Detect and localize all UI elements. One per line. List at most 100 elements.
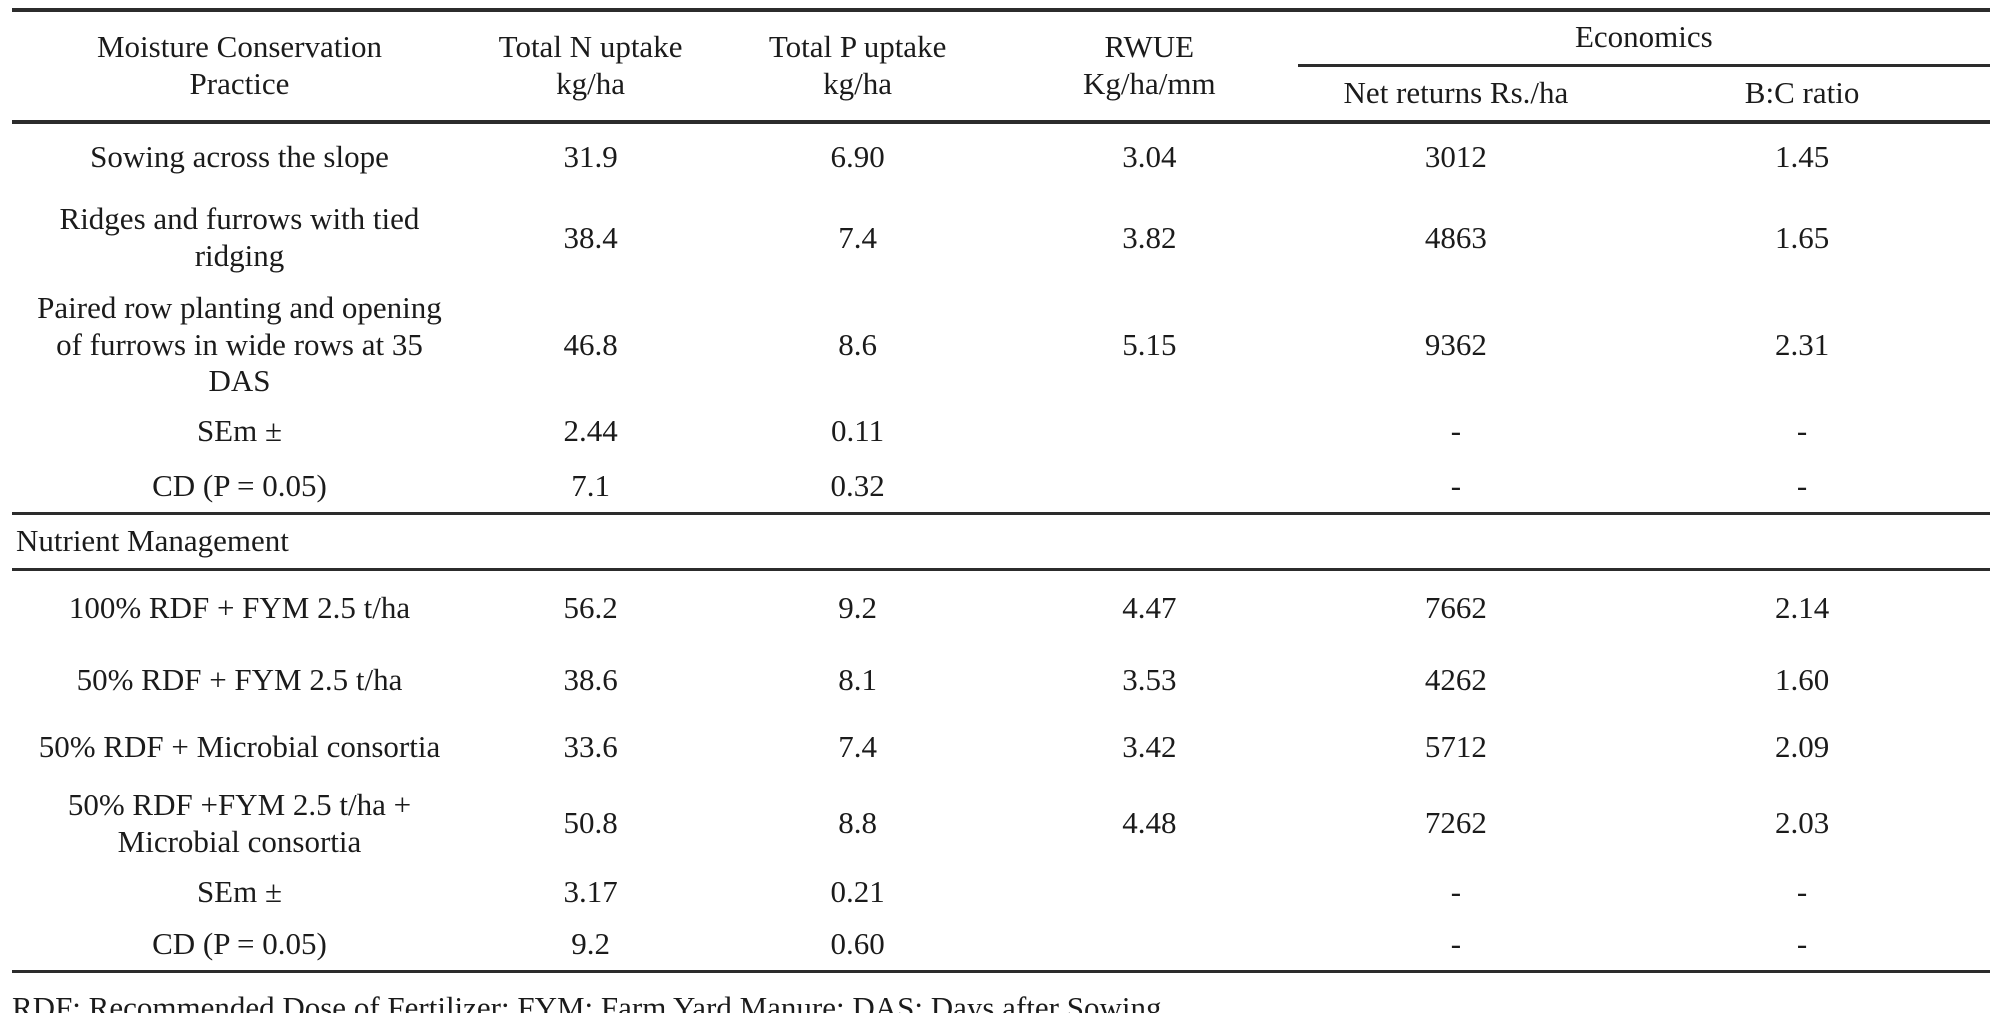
cell-p-uptake: 7.4 [838,219,877,255]
col-header-rwue-line1: RWUE [1104,29,1195,65]
table-row: 50% RDF + FYM 2.5 t/ha 38.6 8.1 3.53 426… [12,646,1990,716]
table-row: SEm ± 2.44 0.11 - - [12,404,1990,460]
cell-rwue [1001,868,1298,918]
cell-p-uptake: 0.21 [830,874,885,910]
table-row: 100% RDF + FYM 2.5 t/ha 56.2 9.2 4.47 76… [12,570,1990,646]
cell-bc-ratio: - [1796,874,1808,910]
cell-net-returns: 4262 [1424,662,1487,698]
cell-practice: SEm ± [196,874,282,910]
cell-bc-ratio: 2.14 [1774,590,1830,626]
cell-bc-ratio: 2.09 [1774,729,1830,765]
col-header-p-uptake: Total P uptake kg/ha [714,10,1001,122]
cell-net-returns: 7662 [1424,590,1487,626]
cell-bc-ratio: 1.60 [1774,662,1830,698]
cell-n-uptake: 56.2 [563,590,618,626]
table-row: Sowing across the slope 31.9 6.90 3.04 3… [12,122,1990,190]
cell-p-uptake: 9.2 [838,590,877,626]
cell-p-uptake: 0.32 [830,467,885,503]
cell-net-returns: 9362 [1424,326,1487,362]
header-row-sub: Net returns Rs./ha B:C ratio [12,65,1990,122]
col-header-rwue-line2: Kg/ha/mm [1083,66,1216,101]
col-header-p-uptake-line2: kg/ha [823,66,893,101]
cell-rwue [1001,404,1298,460]
col-header-n-uptake-line1: Total N uptake [498,29,683,65]
header-row-top: Moisture Conservation Practice Total N u… [12,10,1990,101]
cell-n-uptake: 3.17 [563,874,618,910]
footnote: RDF: Recommended Dose of Fertilizer; FYM… [12,990,1170,1013]
table-row: CD (P = 0.05) 7.1 0.32 - - [12,460,1990,514]
table-header: Moisture Conservation Practice Total N u… [12,10,1990,122]
cell-bc-ratio: 2.03 [1774,805,1830,841]
table-row: Ridges and furrows with tied ridging 38.… [12,190,1990,286]
cell-practice: CD (P = 0.05) [152,467,327,503]
results-table: Moisture Conservation Practice Total N u… [12,8,1990,974]
col-header-bc-ratio: B:C ratio [1744,74,1860,110]
cell-net-returns: 4863 [1424,219,1487,255]
cell-rwue: 3.82 [1122,219,1177,255]
cell-n-uptake: 9.2 [571,925,610,961]
col-header-p-uptake-line1: Total P uptake [768,29,947,65]
cell-bc-ratio: 1.45 [1774,138,1830,174]
cell-p-uptake: 7.4 [838,729,877,765]
col-header-n-uptake-line2: kg/ha [556,66,625,101]
cell-rwue: 3.53 [1122,662,1177,698]
cell-p-uptake: 0.11 [831,413,885,449]
col-header-n-uptake: Total N uptake kg/ha [467,10,714,122]
table-body: Sowing across the slope 31.9 6.90 3.04 3… [12,122,1990,972]
cell-net-returns: - [1450,413,1462,449]
section-title-row: Nutrient Management [12,512,1990,572]
cell-n-uptake: 7.1 [571,467,610,503]
table-row: CD (P = 0.05) 9.2 0.60 - - [12,918,1990,972]
cell-bc-ratio: - [1796,467,1808,503]
col-header-practice-line1: Moisture Conservation [96,29,382,65]
cell-bc-ratio: - [1796,413,1808,449]
cell-practice: CD (P = 0.05) [152,925,327,961]
cell-rwue: 3.04 [1122,138,1177,174]
cell-net-returns: 5712 [1424,729,1487,765]
cell-rwue [1001,460,1298,514]
cell-bc-ratio: - [1796,925,1808,961]
cell-p-uptake: 0.60 [830,925,885,961]
cell-practice: Paired row planting and opening of furro… [37,290,442,399]
cell-net-returns: 3012 [1424,138,1487,174]
section-title: Nutrient Management [12,512,1990,572]
cell-p-uptake: 8.1 [838,662,877,698]
cell-net-returns: - [1450,925,1462,961]
table-row: 50% RDF +FYM 2.5 t/ha + Microbial consor… [12,780,1990,868]
cell-practice: 50% RDF +FYM 2.5 t/ha + Microbial consor… [67,787,412,859]
cell-n-uptake: 2.44 [563,413,618,449]
col-header-economics: Economics [1297,10,1990,67]
col-header-practice: Moisture Conservation Practice [12,10,467,122]
cell-n-uptake: 31.9 [563,138,618,174]
cell-net-returns: - [1450,874,1462,910]
cell-practice: SEm ± [196,413,282,449]
cell-practice: Sowing across the slope [90,138,389,174]
table-row: Paired row planting and opening of furro… [12,286,1990,404]
col-header-practice-line2: Practice [189,66,290,101]
cell-practice: Ridges and furrows with tied ridging [59,201,420,273]
cell-net-returns: 7262 [1424,805,1487,841]
cell-p-uptake: 8.6 [838,326,877,362]
cell-n-uptake: 33.6 [563,729,618,765]
cell-practice: 100% RDF + FYM 2.5 t/ha [68,590,411,626]
cell-rwue: 5.15 [1122,326,1177,362]
cell-n-uptake: 50.8 [563,805,618,841]
cell-practice: 50% RDF + Microbial consortia [38,729,441,765]
cell-rwue: 3.42 [1122,729,1177,765]
col-header-net-returns: Net returns Rs./ha [1343,74,1569,110]
cell-p-uptake: 8.8 [838,805,877,841]
table-row: SEm ± 3.17 0.21 - - [12,868,1990,918]
cell-n-uptake: 46.8 [563,326,618,362]
cell-rwue [1001,918,1298,972]
cell-practice: 50% RDF + FYM 2.5 t/ha [76,662,403,698]
cell-net-returns: - [1450,467,1462,503]
cell-n-uptake: 38.4 [563,219,618,255]
cell-n-uptake: 38.6 [563,662,618,698]
cell-bc-ratio: 2.31 [1774,326,1830,362]
col-header-rwue: RWUE Kg/ha/mm [1001,10,1298,122]
cell-rwue: 4.48 [1122,805,1177,841]
table-row: 50% RDF + Microbial consortia 33.6 7.4 3… [12,716,1990,780]
cell-p-uptake: 6.90 [830,138,885,174]
cell-bc-ratio: 1.65 [1774,219,1830,255]
